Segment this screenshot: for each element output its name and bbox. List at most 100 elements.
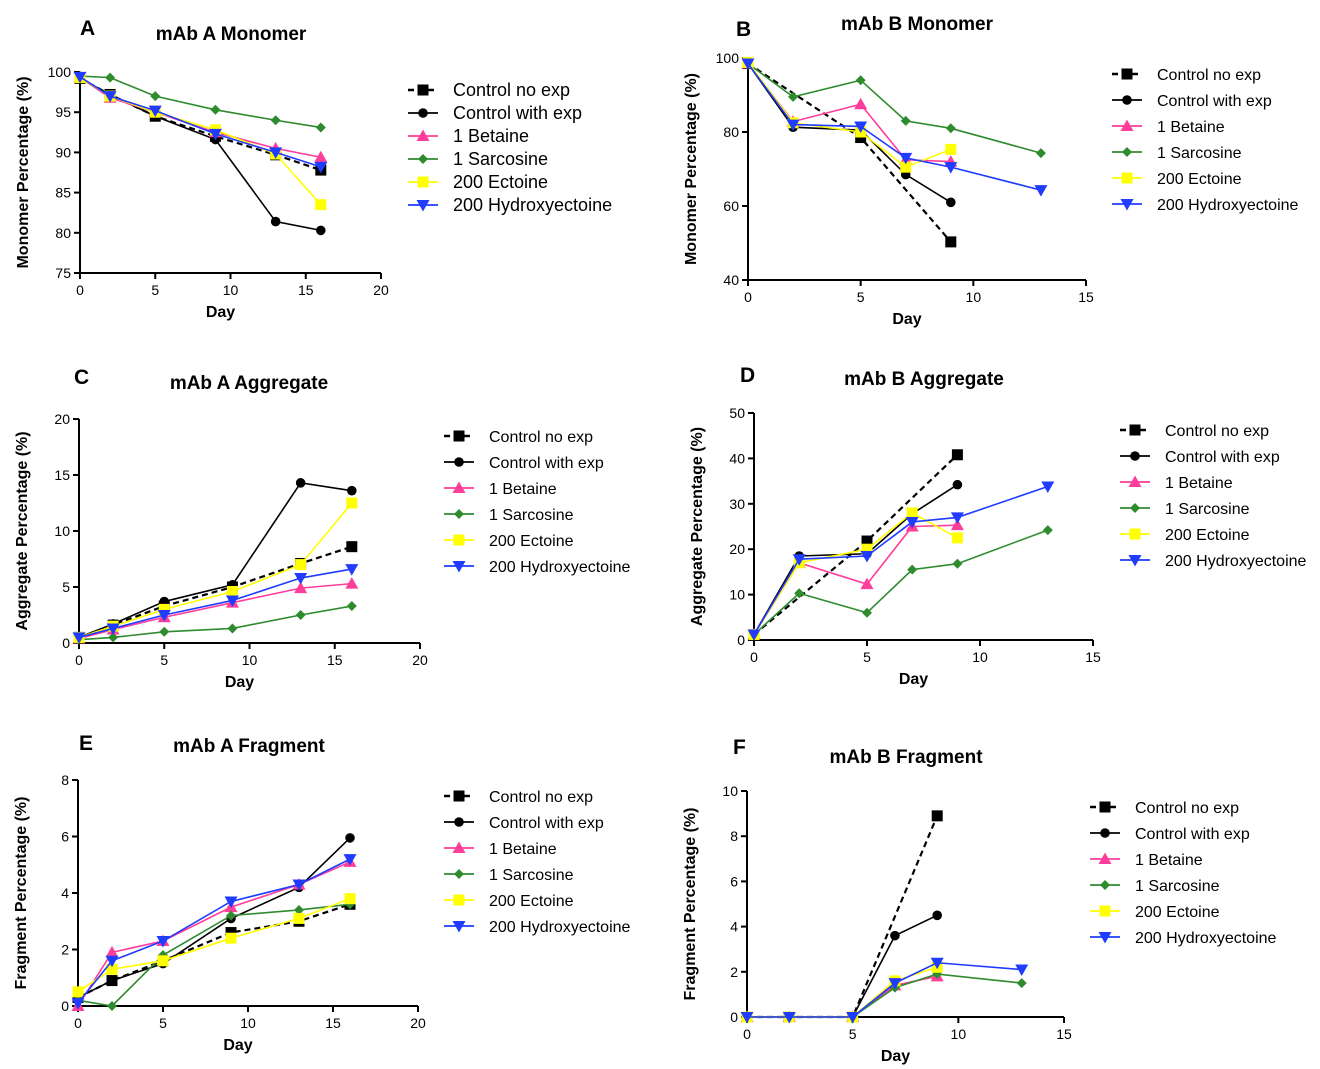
series-200-hydroxyectoine [741,58,1048,197]
data-point [347,485,357,496]
data-point [295,610,306,620]
legend-marker [1130,451,1140,461]
data-point [315,199,327,211]
x-tick-label: 15 [327,652,343,668]
y-axis-label: Fragment Percentage (%) [13,797,30,990]
y-axis-label: Fragment Percentage (%) [682,808,699,1001]
legend: Control no exp Control with exp 1 Betaine 1… [1090,800,1277,947]
data-point [740,1012,754,1024]
legend-label: Control with exp [1135,826,1250,843]
y-tick-label: 75 [55,265,71,281]
series-line [79,76,321,159]
series-200-ectoine [748,507,963,641]
legend-label: 200 Ectoine [1157,171,1242,188]
series-line [77,897,351,993]
series-control-with-exp [74,478,357,643]
legend-marker [416,200,430,212]
legend-label: 200 Hydroxyectoine [489,919,631,936]
series-line [78,545,353,639]
data-point [314,161,328,174]
x-tick-label: 5 [151,282,159,298]
data-point [899,152,913,165]
data-point [148,105,162,118]
series-line [747,61,952,169]
y-tick-label: 20 [729,541,745,557]
data-point [224,896,238,908]
legend-marker [453,894,465,906]
data-point [1016,978,1027,989]
legend-label: 1 Sarcosine [453,149,548,169]
x-tick-label: 5 [849,1026,857,1042]
x-tick-label: 5 [159,1015,167,1031]
x-tick-label: 15 [1085,649,1101,665]
x-tick-label: 20 [373,282,389,298]
series-control-with-exp [749,479,963,640]
legend-item: 200 Ectoine [1090,904,1220,921]
series-control-with-exp [742,910,942,1022]
series-200-ectoine [742,56,957,173]
data-point [794,588,805,599]
data-point [900,161,912,173]
legend-item: Control with exp [1112,93,1272,110]
data-point [846,1012,860,1024]
y-tick-label: 6 [61,829,69,845]
x-tick-label: 0 [74,1015,82,1031]
data-point [343,854,357,866]
x-axis-label: Day [206,304,235,321]
x-tick-label: 10 [223,282,239,298]
legend-item: 1 Betaine [444,481,557,498]
data-point [294,581,308,594]
data-point [907,564,918,575]
data-point [294,573,308,585]
data-point [106,623,120,635]
series-200-hydroxyectoine [72,564,359,644]
data-point [270,115,281,126]
series-line [753,524,958,635]
series-200-ectoine [741,961,943,1023]
x-axis-label: Day [892,311,921,328]
y-tick-label: 40 [729,450,745,466]
legend-marker [416,129,430,141]
series-1-betaine [747,518,964,640]
chart-title: mAb B Aggregate [844,369,1004,390]
legend: Control no exp Control with exp 1 Betaine 1… [444,789,631,936]
data-point [293,912,305,924]
legend-label: Control no exp [1165,423,1269,440]
data-point [73,71,87,84]
data-point [741,58,755,71]
y-tick-label: 0 [737,632,745,648]
legend-marker [454,817,464,827]
y-tick-label: 4 [730,919,738,935]
legend: Control no exp Control with exp 1 Betaine 1… [444,429,631,576]
legend-label: Control no exp [489,429,593,446]
data-point [944,162,958,174]
data-point [316,225,326,236]
chart-title: mAb B Monomer [841,14,994,35]
y-tick-label: 80 [723,124,739,140]
legend-item: Control with exp [408,103,582,123]
legend-item: 200 Hydroxyectoine [444,919,631,936]
series-1-betaine [71,855,357,1011]
legend-item: 200 Ectoine [444,893,574,910]
legend-label: Control with exp [1157,93,1272,110]
series-200-ectoine [73,497,358,643]
x-tick-label: 15 [298,282,314,298]
legend-marker [1099,905,1111,917]
data-point [854,97,868,110]
data-point [792,554,806,566]
x-tick-label: 0 [743,1026,751,1042]
panel-letter: E [79,732,93,755]
legend-item: Control with exp [444,815,604,832]
legend-label: 200 Ectoine [489,533,574,550]
legend-marker [454,457,464,467]
legend-marker [454,869,464,879]
data-point [747,629,761,642]
series-1-betaine [740,969,944,1022]
data-point [788,91,799,102]
series-line [747,914,938,1018]
data-point [906,507,918,519]
legend-label: 1 Betaine [1165,475,1233,492]
y-tick-label: 10 [54,523,70,539]
legend-label: 1 Betaine [489,841,557,858]
legend-label: 200 Ectoine [453,172,548,192]
